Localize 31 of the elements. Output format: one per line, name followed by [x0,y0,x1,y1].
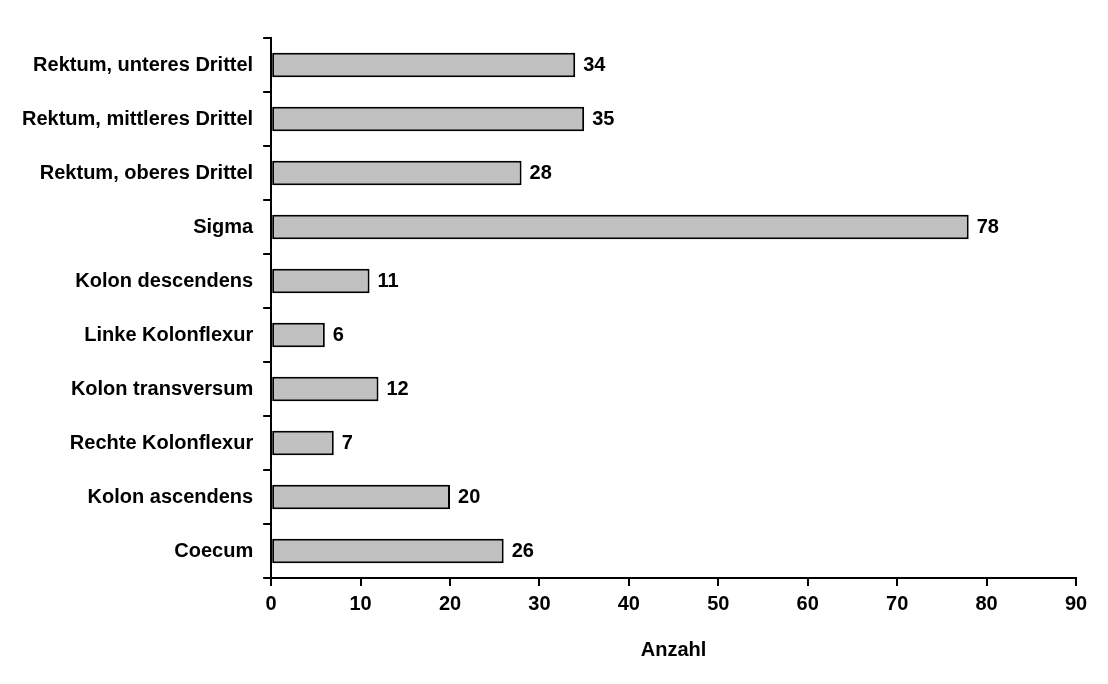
data-label: 20 [458,484,481,507]
x-tick-label: 40 [617,591,640,614]
y-tick-label: Rektum, unteres Drittel [33,52,254,75]
x-tick-label: 90 [1064,591,1088,614]
y-tick-label: Rechte Kolonflexur [69,430,254,453]
y-tick-label: Rektum, oberes Drittel [39,160,254,183]
data-label: 35 [592,106,615,129]
x-tick-label: 50 [707,591,730,614]
x-tick-label: 30 [528,591,551,614]
data-label: 34 [583,52,607,75]
x-tick-label: 70 [886,591,909,614]
y-tick-label: Linke Kolonflexur [84,322,254,345]
y-tick-label: Kolon descendens [75,268,254,291]
data-label: 78 [976,214,999,237]
y-tick-label: Sigma [193,214,255,237]
y-tick-label: Rektum, mittleres Drittel [22,106,254,129]
x-axis-title: Anzahl [640,637,707,660]
x-tick-label: 80 [975,591,998,614]
y-tick-label: Coecum [174,538,254,561]
x-tick-label: 10 [349,591,372,614]
y-tick-label: Kolon transversum [70,376,254,399]
data-label: 26 [511,538,534,561]
data-label: 28 [529,160,552,183]
x-tick-label: 0 [265,591,277,614]
x-tick-label: 60 [796,591,819,614]
y-tick-label: Kolon ascendens [87,484,254,507]
data-label: 7 [341,430,353,453]
data-label: 11 [377,268,399,291]
data-label: 6 [332,322,344,345]
data-label: 12 [386,376,409,399]
x-tick-label: 20 [438,591,462,614]
